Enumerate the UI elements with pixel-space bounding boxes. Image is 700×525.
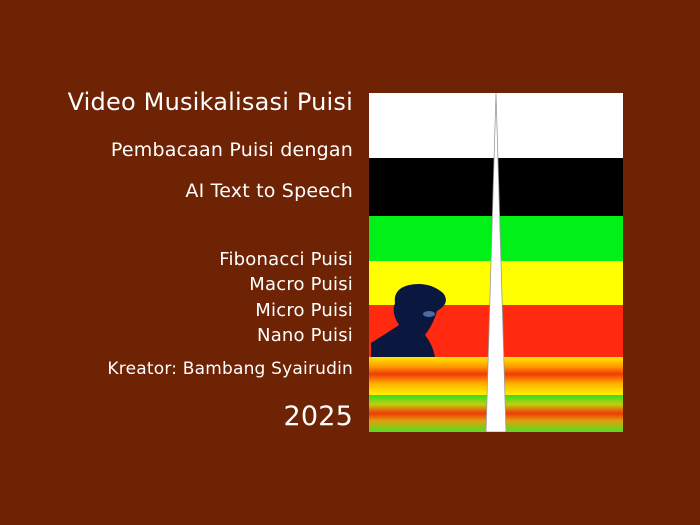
form-micro: Micro Puisi <box>255 300 353 321</box>
striped-art-panel <box>369 93 623 432</box>
white-wedge <box>485 93 507 432</box>
creator: Kreator: Bambang Syairudin <box>107 359 353 379</box>
portrait-silhouette <box>371 284 446 357</box>
form-nano: Nano Puisi <box>257 325 353 346</box>
form-fibonacci: Fibonacci Puisi <box>219 249 353 270</box>
year: 2025 <box>283 401 353 432</box>
subtitle-line-1: Pembacaan Puisi dengan <box>110 139 353 161</box>
subtitle-line-2: AI Text to Speech <box>185 180 353 202</box>
form-macro: Macro Puisi <box>249 274 353 295</box>
title: Video Musikalisasi Puisi <box>67 88 353 116</box>
